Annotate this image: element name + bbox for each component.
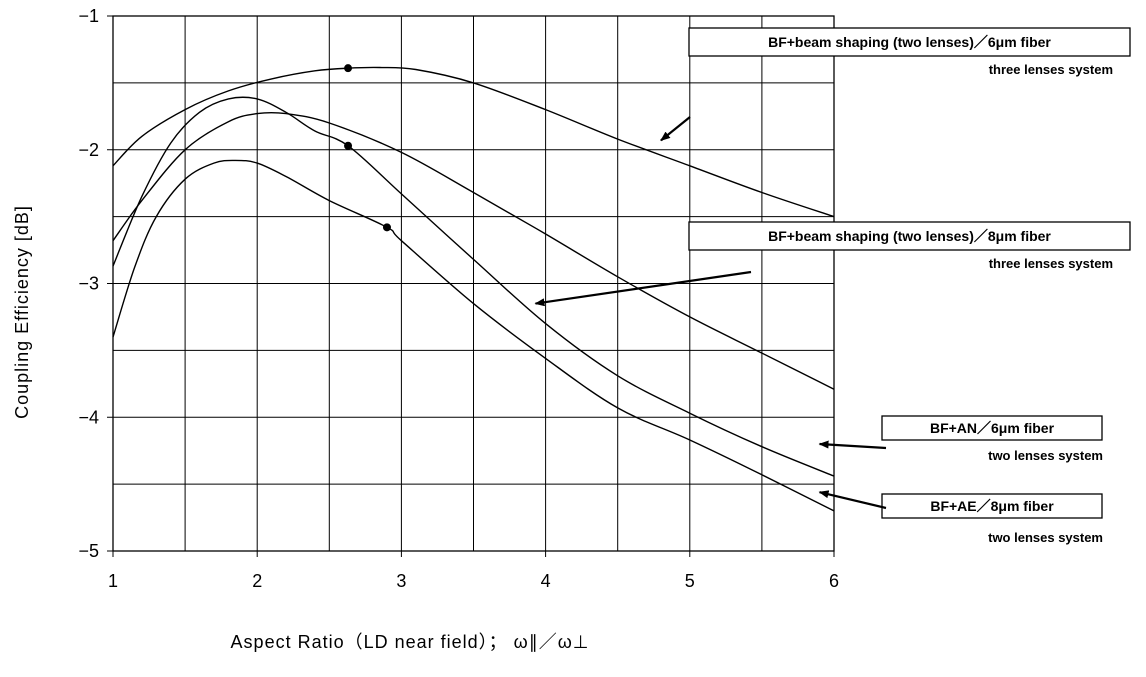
legend-sublabel-4: two lenses system xyxy=(988,530,1103,545)
annotation-arrow-1 xyxy=(660,116,691,142)
legend-sublabel-3: two lenses system xyxy=(988,448,1103,463)
x-tick-label: 5 xyxy=(685,571,695,591)
y-axis-title: Coupling Efficiency [dB] xyxy=(12,205,32,419)
legend-box-1 xyxy=(688,27,1131,57)
series-line-4 xyxy=(112,159,835,512)
annotation-arrow-3 xyxy=(818,440,887,450)
series-line-1 xyxy=(112,66,835,218)
legend-box-4 xyxy=(881,493,1103,519)
marker-layer xyxy=(344,64,391,232)
x-tick-label: 6 xyxy=(829,571,839,591)
series-layer xyxy=(112,66,835,512)
y-tick-label: −2 xyxy=(78,140,99,160)
legend-label-2: BF+beam shaping (two lenses)／8μm fiber xyxy=(768,228,1051,244)
x-tick-label: 1 xyxy=(108,571,118,591)
series-marker-3 xyxy=(344,141,353,150)
annotation-arrow-4 xyxy=(818,490,887,510)
series-marker-4 xyxy=(382,223,391,232)
annotation-arrow-2 xyxy=(534,270,752,307)
y-tick-label: −3 xyxy=(78,274,99,294)
legend-label-3: BF+AN／6μm fiber xyxy=(930,420,1055,436)
x-axis-title: Aspect Ratio（LD near field）； ω∥／ω⊥ xyxy=(231,632,590,652)
legend-label-4: BF+AE／8μm fiber xyxy=(930,498,1054,514)
legend-sublabel-2: three lenses system xyxy=(989,256,1113,271)
legend-sublabel-1: three lenses system xyxy=(989,62,1113,77)
grid xyxy=(112,15,835,552)
tick-layer: 1 2 3 4 5 6 −5 −4 −3 −2 −1 xyxy=(78,6,839,591)
legend-box-3 xyxy=(881,415,1103,441)
legend-box-2 xyxy=(688,221,1131,251)
y-tick-label: −4 xyxy=(78,407,99,427)
series-line-2 xyxy=(112,111,835,390)
y-tick-label: −1 xyxy=(78,6,99,26)
x-tick-label: 3 xyxy=(396,571,406,591)
x-tick-label: 2 xyxy=(252,571,262,591)
legend-label-1: BF+beam shaping (two lenses)／6μm fiber xyxy=(768,34,1051,50)
annotation-layer: BF+beam shaping (two lenses)／6μm fiber th… xyxy=(534,27,1131,545)
y-tick-label: −5 xyxy=(78,541,99,561)
series-marker-1 xyxy=(344,64,353,73)
x-tick-label: 4 xyxy=(541,571,551,591)
